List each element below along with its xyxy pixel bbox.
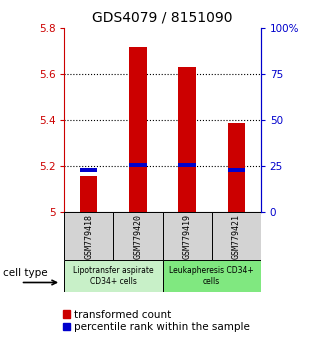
Bar (114, 212, 162, 260)
Bar (129, 163, 147, 167)
Text: GSM779419: GSM779419 (182, 214, 192, 259)
Text: GSM779420: GSM779420 (133, 214, 143, 259)
Text: GSM779421: GSM779421 (232, 214, 241, 259)
Bar (64, 260, 162, 292)
Bar (162, 260, 261, 292)
Bar (162, 212, 212, 260)
Text: Lipotransfer aspirate
CD34+ cells: Lipotransfer aspirate CD34+ cells (73, 267, 154, 286)
Bar (80, 176, 97, 212)
Bar (212, 212, 261, 260)
Bar (80, 168, 97, 172)
Bar (179, 163, 196, 167)
Bar (64, 212, 114, 260)
Text: Leukapheresis CD34+
cells: Leukapheresis CD34+ cells (169, 267, 254, 286)
Bar (179, 67, 196, 212)
Legend: transformed count, percentile rank within the sample: transformed count, percentile rank withi… (63, 310, 250, 332)
Bar (228, 123, 245, 212)
Bar (228, 168, 245, 172)
Bar (129, 47, 147, 212)
Text: GSM779418: GSM779418 (84, 214, 93, 259)
Text: cell type: cell type (3, 268, 48, 278)
Title: GDS4079 / 8151090: GDS4079 / 8151090 (92, 10, 233, 24)
